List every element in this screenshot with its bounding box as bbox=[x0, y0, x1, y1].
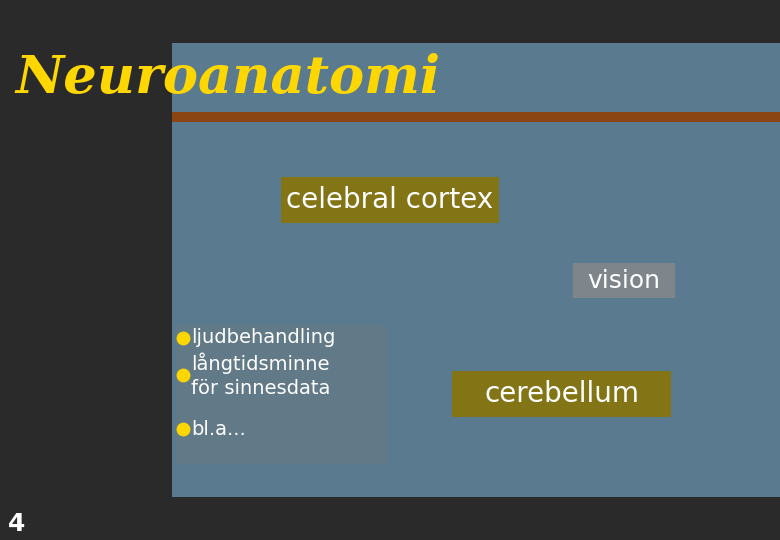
Point bbox=[177, 371, 190, 380]
FancyBboxPatch shape bbox=[573, 263, 675, 298]
Point bbox=[177, 333, 190, 342]
FancyBboxPatch shape bbox=[172, 43, 780, 497]
Text: celebral cortex: celebral cortex bbox=[286, 186, 494, 214]
Text: 4: 4 bbox=[8, 512, 25, 536]
Text: långtidsminne
för sinnesdata: långtidsminne för sinnesdata bbox=[191, 353, 331, 398]
FancyBboxPatch shape bbox=[281, 177, 499, 222]
Bar bbox=[172, 112, 780, 122]
Text: Neuroanatomi: Neuroanatomi bbox=[16, 53, 441, 104]
Bar bbox=[0, 0, 172, 540]
Point bbox=[177, 425, 190, 434]
Text: ljudbehandling: ljudbehandling bbox=[191, 328, 335, 347]
Text: vision: vision bbox=[587, 269, 661, 293]
Text: bl.a...: bl.a... bbox=[191, 420, 246, 439]
Text: cerebellum: cerebellum bbox=[484, 380, 639, 408]
FancyBboxPatch shape bbox=[176, 324, 386, 464]
FancyBboxPatch shape bbox=[452, 372, 671, 417]
